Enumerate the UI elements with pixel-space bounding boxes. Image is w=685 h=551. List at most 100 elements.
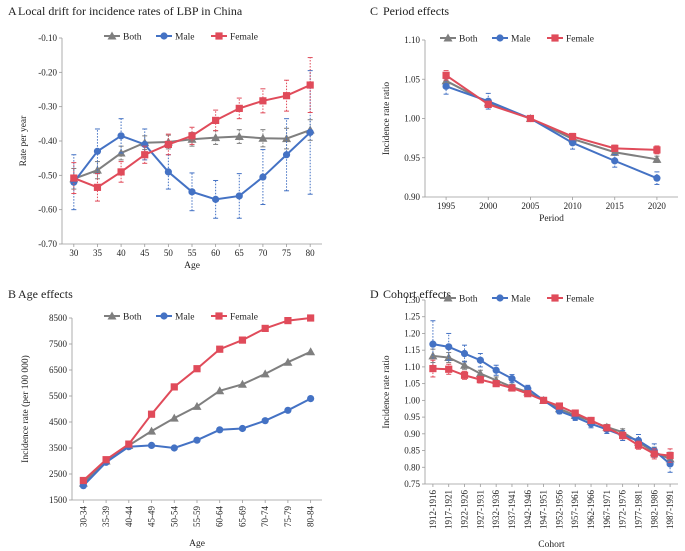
x-tick-label: 1932-1936 <box>491 490 501 529</box>
y-tick-label: 0.80 <box>404 462 420 472</box>
legend-label: Male <box>175 33 195 43</box>
data-point-square-marker <box>555 402 564 410</box>
y-tick-label: -0.30 <box>38 102 57 112</box>
series-female <box>70 57 314 202</box>
data-point-triangle-marker <box>234 132 244 141</box>
data-point-circle-marker <box>188 188 196 196</box>
legend-label: Male <box>175 313 195 323</box>
panel-c: C Period effects 0.90 0.95 1.00 1.05 1.10 1995 2… <box>370 4 678 224</box>
x-tick-label: 80 <box>306 248 316 258</box>
y-tick-label: 1.30 <box>404 295 420 305</box>
data-point-circle-marker <box>117 132 125 140</box>
y-tick-label: 2500 <box>49 469 68 479</box>
legend: Both Male Female <box>104 311 258 323</box>
x-axis-title: Age <box>184 261 200 271</box>
data-point-square-marker <box>261 324 269 332</box>
data-point-square-marker <box>484 100 492 108</box>
y-tick-label: -0.10 <box>38 33 57 43</box>
series-line-female <box>82 317 311 482</box>
y-tick-label: 3500 <box>49 443 68 453</box>
data-point-square-marker <box>508 384 516 392</box>
y-axis-title: Incidence rate (per 100 000) <box>20 355 31 463</box>
series-female <box>79 314 315 485</box>
data-point-circle-marker <box>93 147 102 155</box>
series-line-male <box>445 85 658 180</box>
y-axis-title: Incidence rate ratio <box>382 355 392 429</box>
data-point-triangle-marker <box>475 369 485 378</box>
x-tick-label: 40 <box>117 248 127 258</box>
data-point-square-marker <box>238 336 247 344</box>
data-point-square-marker <box>442 71 450 79</box>
x-tick-label: 1987-1991 <box>665 490 675 529</box>
legend-marker-circle-marker <box>496 34 504 42</box>
series-both <box>78 347 316 487</box>
x-tick-label: 45 <box>140 248 150 258</box>
data-point-square-marker <box>650 450 658 458</box>
x-tick-label: 30 <box>69 248 79 258</box>
legend: Both Male Female <box>104 31 258 43</box>
y-tick-label: 7500 <box>49 339 68 349</box>
series-both <box>441 76 662 163</box>
panel-title: Local drift for incidence rates of LBP i… <box>18 4 243 18</box>
y-tick-label: -0.60 <box>38 205 57 215</box>
x-tick-label: 60-64 <box>215 506 225 527</box>
x-tick-label: 50-54 <box>169 506 179 527</box>
data-point-triangle-marker <box>460 360 470 369</box>
data-point-square-marker <box>666 451 674 460</box>
data-point-circle-marker <box>429 340 437 348</box>
legend-label: Female <box>566 35 594 45</box>
legend-marker-square-marker <box>551 34 559 42</box>
data-point-square-marker <box>429 364 437 373</box>
series-line-both <box>445 79 658 161</box>
y-axis-title: Rate per year <box>19 115 29 166</box>
y-tick-label: -0.40 <box>38 136 57 146</box>
panel-d: D Cohort effects 0.75 0.80 0.85 0.90 0.95 1.00 1… <box>370 287 678 550</box>
legend-label: Female <box>230 313 258 323</box>
data-point-square-marker <box>460 371 469 379</box>
legend-marker-triangle-marker <box>443 33 453 42</box>
legend-label: Male <box>511 35 531 45</box>
y-tick-label: 0.90 <box>404 192 420 202</box>
data-point-square-marker <box>603 424 611 432</box>
y-tick-label: 1.15 <box>404 345 420 355</box>
data-point-square-marker <box>307 314 315 322</box>
data-point-square-marker <box>259 97 267 105</box>
y-axis-title: Incidence rate ratio <box>382 82 392 156</box>
data-point-circle-marker <box>611 157 619 165</box>
legend-marker-square-marker <box>215 32 223 40</box>
data-point-square-marker <box>141 151 149 159</box>
legend-marker-circle-marker <box>160 32 168 40</box>
data-point-triangle-marker <box>211 133 221 142</box>
data-point-circle-marker <box>508 375 516 383</box>
panel-title: Age effects <box>18 287 73 301</box>
data-point-circle-marker <box>460 349 469 358</box>
legend-marker-triangle-marker <box>443 293 453 302</box>
panel-letter: D <box>370 287 379 301</box>
y-tick-label: 0.95 <box>404 153 420 163</box>
data-point-square-marker <box>164 140 172 149</box>
data-point-triangle-marker <box>260 369 270 378</box>
x-tick-label: 1967-1971 <box>602 490 612 529</box>
legend-label: Female <box>566 295 594 305</box>
data-point-square-marker <box>125 440 133 448</box>
x-tick-label: 2020 <box>648 201 667 211</box>
x-tick-label: 1947-1951 <box>539 490 549 529</box>
legend-label: Female <box>230 33 258 43</box>
y-tick-label: -0.70 <box>38 239 57 249</box>
data-point-triangle-marker <box>258 133 268 142</box>
data-point-triangle-marker <box>192 401 202 410</box>
y-tick-label: 1.10 <box>404 35 420 45</box>
panel-letter: C <box>370 4 378 18</box>
x-tick-label: 1937-1941 <box>507 490 517 529</box>
data-point-square-marker <box>587 416 595 425</box>
data-point-square-marker <box>539 396 548 404</box>
panel-b: B Age effects 1500 2500 3500 4500 5500 6500 7500… <box>8 287 322 549</box>
x-tick-label: 30-34 <box>78 506 88 527</box>
data-point-circle-marker <box>235 192 243 200</box>
x-tick-label: 35 <box>93 248 103 258</box>
series-female <box>442 70 661 155</box>
legend-marker-triangle-marker <box>107 311 117 320</box>
data-point-square-marker <box>188 132 196 140</box>
y-tick-label: 6500 <box>49 365 68 375</box>
